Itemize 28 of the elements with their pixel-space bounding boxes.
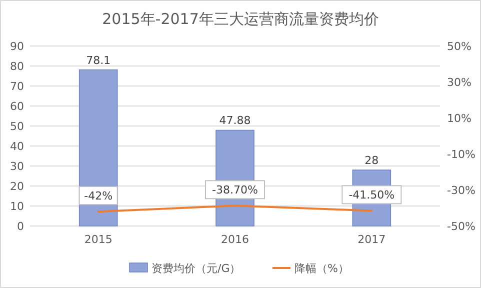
y2-tick-label: -50% (447, 220, 476, 233)
data-label: -38.70% (212, 184, 258, 197)
x-tick-label: 2015 (84, 233, 112, 246)
x-tick-label: 2016 (221, 233, 249, 246)
y-tick-label: 70 (10, 80, 24, 93)
data-label: -41.50% (348, 188, 395, 202)
y2-tick-label: -10% (447, 148, 476, 161)
legend-label: 资费均价（元/G） (152, 262, 241, 275)
data-label: -42% (84, 190, 113, 203)
y-tick-label: 60 (10, 100, 24, 113)
y-tick-label: 10 (10, 200, 24, 213)
y-tick-label: 30 (10, 160, 24, 173)
y-tick-label: 40 (10, 140, 24, 153)
x-tick-label: 2017 (358, 233, 386, 246)
y2-tick-label: 10% (447, 112, 472, 125)
data-label: 28 (364, 154, 379, 167)
y-tick-label: 20 (10, 180, 24, 193)
y2-tick-label: 30% (447, 76, 472, 89)
legend-label: 降幅（%） (294, 262, 349, 275)
y2-tick-label: 50% (447, 40, 472, 53)
y-tick-label: 50 (10, 120, 24, 133)
data-label: 78.1 (86, 54, 111, 67)
data-label: 47.88 (219, 114, 251, 128)
y2-tick-label: -30% (447, 184, 476, 197)
chart-title: 2015年-2017年三大运营商流量资费均价 (102, 10, 379, 28)
y-tick-label: 80 (10, 60, 24, 73)
y-tick-label: 0 (17, 220, 24, 233)
y-tick-label: 90 (10, 40, 24, 53)
